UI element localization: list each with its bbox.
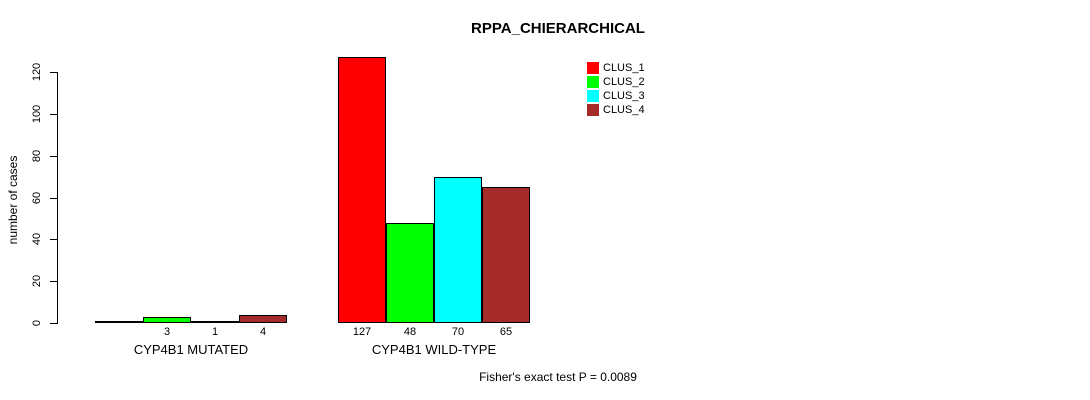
legend-label: CLUS_3 [603,90,645,102]
bar-value-label: 65 [499,326,513,338]
y-tick-label: 20 [31,274,43,288]
bar-clus_2 [386,223,434,323]
chart-title: RPPA_CHIERARCHICAL [471,20,645,37]
y-tick [50,323,57,324]
bar-clus_1 [95,321,143,323]
legend-swatch-icon [587,76,599,88]
bar-clus_4 [239,315,287,323]
y-tick-label: 60 [31,191,43,205]
legend-swatch-icon [587,62,599,74]
legend-label: CLUS_4 [603,104,645,116]
bar-value-label: 48 [403,326,417,338]
y-tick-label: 80 [31,149,43,163]
bar-value-label: 127 [352,326,372,338]
bar-clus_1 [338,57,386,323]
y-axis-label: number of cases [6,155,20,245]
y-tick-label: 120 [31,62,43,82]
y-tick-label: 100 [31,104,43,124]
legend-entry: CLUS_2 [587,76,645,88]
legend-swatch-icon [587,104,599,116]
y-tick [50,156,57,157]
legend-label: CLUS_1 [603,62,645,74]
legend-entry: CLUS_1 [587,62,645,74]
legend: CLUS_1 CLUS_2 CLUS_3 CLUS_4 [587,62,645,116]
bar-value-label: 4 [259,326,267,338]
footnote-fishers-test: Fisher's exact test P = 0.0089 [479,370,637,384]
bar-clus_3 [434,177,482,323]
legend-entry: CLUS_4 [587,104,645,116]
bar-clus_2 [143,317,191,323]
y-tick [50,239,57,240]
bar-clus_4 [482,187,530,323]
legend-swatch-icon [587,90,599,102]
legend-entry: CLUS_3 [587,90,645,102]
y-tick [50,114,57,115]
y-tick [50,281,57,282]
y-axis-line [57,72,58,324]
bar-value-label: 70 [451,326,465,338]
x-group-label-mutated: CYP4B1 MUTATED [133,342,249,357]
legend-label: CLUS_2 [603,76,645,88]
y-tick-label: 40 [31,232,43,246]
bar-value-label: 1 [211,326,219,338]
y-tick-label: 0 [31,319,43,327]
bar-value-label: 3 [163,326,171,338]
y-tick [50,72,57,73]
y-tick [50,198,57,199]
bar-clus_3 [191,321,239,323]
x-group-label-wildtype: CYP4B1 WILD-TYPE [371,342,497,357]
